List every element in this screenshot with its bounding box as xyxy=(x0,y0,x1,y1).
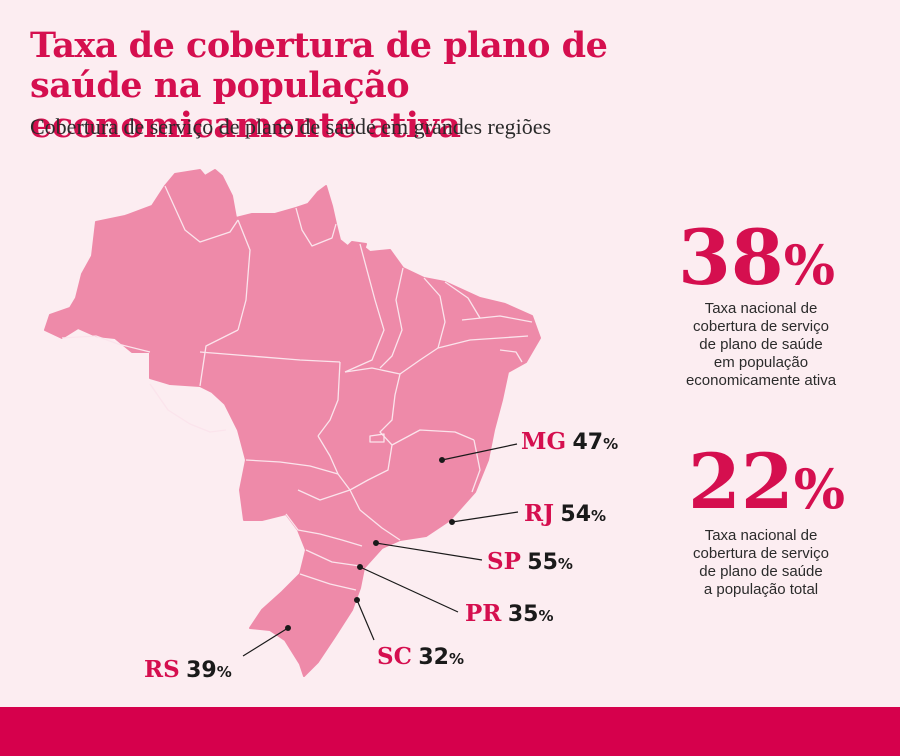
border-ce-rn xyxy=(444,281,481,319)
border-pb-pe xyxy=(461,315,533,323)
border-am-pa xyxy=(199,329,239,387)
leader-sc xyxy=(356,599,375,641)
region-unit: % xyxy=(538,607,554,625)
region-value: 47 xyxy=(572,430,604,455)
region-code: PR xyxy=(465,600,502,627)
border-mt-ms xyxy=(245,459,339,475)
stat-national-active-value: 38% xyxy=(678,213,836,302)
leader-dot-pr xyxy=(357,563,364,570)
border-sc-rs xyxy=(299,573,357,591)
region-label-pr: PR 35% xyxy=(465,600,553,629)
region-label-rj: RJ 54% xyxy=(524,500,606,529)
border-ap xyxy=(295,207,337,247)
border-rr-pa xyxy=(237,219,251,331)
leader-sp xyxy=(375,542,483,561)
footer-bar xyxy=(0,707,900,756)
region-value: 54 xyxy=(560,502,592,527)
region-value: 32 xyxy=(418,645,449,670)
border-al-se xyxy=(499,349,523,363)
border-ms-pr xyxy=(285,513,363,547)
brazil-outline xyxy=(44,169,541,677)
border-pa-mt xyxy=(199,351,341,363)
leader-dot-mg xyxy=(439,457,446,464)
leader-rj xyxy=(451,511,519,523)
region-unit: % xyxy=(603,435,619,453)
border-ro xyxy=(149,383,227,433)
region-unit: % xyxy=(448,650,464,668)
region-code: SP xyxy=(487,548,521,575)
border-ms-sp xyxy=(297,489,401,541)
border-mt-go xyxy=(317,435,351,491)
region-code: RJ xyxy=(524,500,554,527)
region-value: 55 xyxy=(527,550,558,575)
region-value: 39 xyxy=(186,658,217,683)
region-unit: % xyxy=(557,555,573,573)
region-label-sp: SP 55% xyxy=(487,548,573,577)
border-mg-es xyxy=(471,439,481,493)
leader-dot-rs xyxy=(285,624,292,631)
stat-national-total-text: Taxa nacional de cobertura de serviço de… xyxy=(693,527,829,598)
region-label-sc: SC 32% xyxy=(377,643,464,672)
region-unit: % xyxy=(216,663,232,681)
border-to-mt xyxy=(317,361,341,437)
border-pe xyxy=(437,335,529,349)
region-code: MG xyxy=(521,428,567,455)
region-unit: % xyxy=(591,507,607,525)
border-pr-sc xyxy=(305,549,361,567)
leader-pr xyxy=(359,566,459,613)
border-ma-pi xyxy=(379,267,404,369)
leader-dot-sc xyxy=(354,596,361,603)
border-am-rr xyxy=(164,185,239,243)
subtitle: Cobertura de serviço de plano de saúde e… xyxy=(30,114,552,139)
leader-mg xyxy=(441,443,518,461)
region-label-rs: RS 39% xyxy=(144,656,232,685)
border-df xyxy=(369,433,385,443)
border-go-mg xyxy=(349,429,475,491)
border-pi-ce xyxy=(423,277,446,349)
leader-dot-sp xyxy=(373,539,380,546)
region-value: 35 xyxy=(507,602,539,627)
region-code: SC xyxy=(377,643,412,670)
stat-national-active-text: Taxa nacional de cobertura de serviço de… xyxy=(685,300,837,389)
page-title: Taxa de cobertura de plano de saúde na p… xyxy=(30,25,608,146)
border-pa-ma xyxy=(344,243,385,373)
region-label-mg: MG 47% xyxy=(521,428,618,457)
region-code: RS xyxy=(144,656,180,683)
leader-dot-rj xyxy=(449,518,456,525)
leader-rs xyxy=(242,627,289,657)
brazil-map xyxy=(44,169,541,677)
stat-national-total-value: 22% xyxy=(688,437,846,526)
border-ac-am xyxy=(61,335,151,353)
